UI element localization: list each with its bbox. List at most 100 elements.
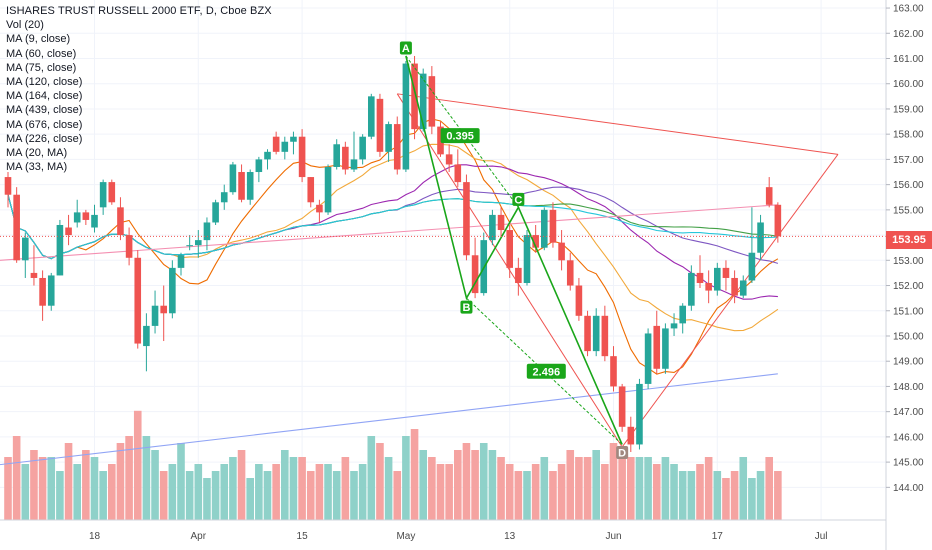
legend-item[interactable]: MA (439, close) — [6, 104, 83, 117]
y-tick-label: 159.00 — [893, 104, 924, 115]
y-tick-label: 163.00 — [893, 4, 924, 15]
candle-body — [160, 305, 167, 314]
legend: ISHARES TRUST RUSSELL 2000 ETF, D, Cboe … — [6, 4, 272, 174]
volume-bar — [687, 471, 696, 520]
legend-item[interactable]: Vol (20) — [6, 19, 44, 32]
candle-body — [705, 283, 712, 291]
volume-bar — [454, 450, 462, 520]
candle-body — [558, 242, 565, 261]
volume-bar — [428, 457, 436, 520]
candle-body — [125, 235, 133, 258]
trend-line — [397, 93, 839, 155]
volume-bar — [644, 457, 652, 520]
volume-bar — [410, 429, 419, 520]
candle-body — [307, 177, 315, 203]
candle-body — [264, 151, 271, 160]
volume-bar — [575, 457, 583, 520]
pattern-point-badge — [399, 41, 412, 55]
volume-bar — [384, 457, 393, 520]
candle-body — [419, 73, 427, 130]
volume-bar — [142, 436, 151, 520]
candle-body — [437, 126, 444, 155]
candle-body — [91, 214, 98, 228]
time-axis[interactable]: 18 Apr 15 May 13 Jun 17 Jul — [0, 519, 886, 542]
candle-body — [757, 222, 764, 253]
candle-body — [333, 144, 340, 167]
candle-body — [610, 356, 617, 387]
legend-item[interactable]: MA (33, MA) — [6, 161, 68, 174]
volume-bar — [497, 457, 505, 520]
candle-body — [290, 136, 297, 142]
legend-item[interactable]: MA (164, close) — [6, 90, 83, 103]
volume-bar — [549, 471, 557, 520]
volume-bar — [263, 471, 272, 520]
volume-bar — [523, 471, 531, 520]
volume-bar — [540, 457, 549, 520]
volume-bar — [306, 471, 315, 520]
volume-bar — [505, 464, 514, 520]
legend-item[interactable]: MA (20, MA) — [6, 147, 68, 160]
legend-item[interactable]: MA (75, close) — [6, 61, 77, 74]
volume-bar — [272, 464, 280, 520]
candle-body — [575, 285, 583, 316]
y-tick-label: 145.00 — [893, 458, 924, 469]
volume-bar — [203, 478, 211, 520]
candle-body — [13, 194, 20, 261]
volume-bar — [194, 464, 203, 520]
legend-item[interactable]: MA (60, close) — [6, 47, 77, 60]
candle-body — [662, 328, 669, 369]
volume-bar — [341, 457, 350, 520]
candle-body — [566, 260, 574, 286]
volume-bar — [350, 471, 358, 520]
y-tick-label: 153.00 — [893, 256, 924, 267]
legend-item[interactable]: MA (9, close) — [6, 33, 71, 46]
volume-bar — [592, 450, 600, 520]
pattern-point-label: A — [402, 43, 410, 55]
volume-bar — [185, 471, 194, 520]
candle-body — [82, 212, 90, 220]
candle-body — [30, 272, 38, 278]
legend-item[interactable]: MA (226, close) — [6, 132, 83, 145]
candle-body — [774, 204, 782, 237]
candle-body — [56, 224, 64, 276]
pattern-point-label: B — [462, 302, 470, 314]
volume-bar — [30, 450, 38, 520]
volume-bar — [471, 450, 479, 520]
pattern-ratio-badge — [440, 128, 480, 144]
volume-bar — [108, 464, 116, 520]
candle-body — [99, 182, 107, 208]
legend-item[interactable]: MA (120, close) — [6, 76, 83, 89]
volume-bar — [99, 471, 107, 520]
volume-bar — [56, 471, 64, 520]
volume-bar — [38, 457, 47, 520]
legend-item[interactable]: MA (676, close) — [6, 118, 83, 131]
candle-body — [281, 141, 289, 152]
candle-body — [246, 172, 254, 200]
candle-body — [644, 333, 652, 384]
x-tick-label: May — [396, 531, 415, 542]
volume-bar — [479, 443, 488, 520]
candle-body — [359, 136, 366, 160]
candle-body — [117, 207, 124, 236]
x-tick-label: Jun — [605, 531, 621, 542]
price-axis[interactable]: 163.00 162.00 161.00 160.00 159.00 158.00 157.… — [885, 0, 924, 550]
candle-body — [212, 202, 219, 223]
volume-bar — [436, 464, 445, 520]
y-tick-label: 146.00 — [893, 432, 924, 443]
volume-bar — [618, 450, 626, 520]
candle-body — [463, 182, 470, 256]
y-tick-label: 148.00 — [893, 382, 924, 393]
harmonic-pattern: A B C D 0.395 2.496 — [399, 41, 629, 459]
pattern-point-badge — [460, 300, 473, 314]
y-tick-label: 147.00 — [893, 407, 924, 418]
volume-bar — [255, 464, 263, 520]
x-tick-label: 15 — [297, 531, 309, 542]
candle-body — [688, 272, 695, 306]
candle-body — [39, 277, 46, 306]
volume-bar — [557, 464, 566, 520]
volume-bar — [514, 471, 523, 520]
volume-bar — [652, 464, 661, 520]
volume-bar — [722, 478, 730, 520]
volume-bar — [730, 471, 739, 520]
